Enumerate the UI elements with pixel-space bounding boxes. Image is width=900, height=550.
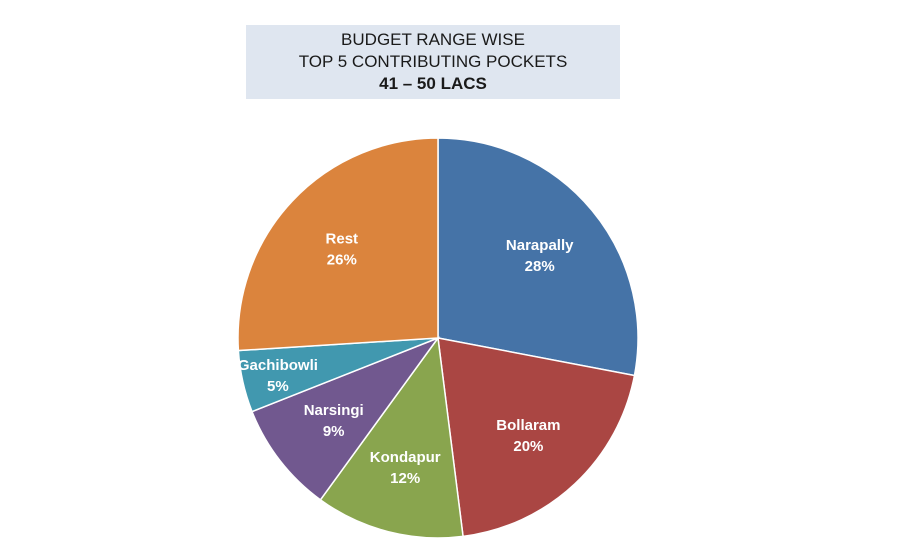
chart-title-line-3: 41 – 50 LACS: [379, 74, 487, 93]
slice-value-rest: 26%: [327, 252, 357, 269]
pie-slice-rest: [237, 137, 439, 352]
slice-label-gachibowli: Gachibowli: [238, 357, 318, 374]
slice-label-kondapur: Kondapur: [370, 449, 441, 466]
slice-label-narapally: Narapally: [506, 237, 574, 254]
chart-title-line-1: BUDGET RANGE WISE: [341, 30, 525, 49]
slice-value-narsingi: 9%: [323, 423, 345, 440]
pie-slice-kondapur: [319, 336, 464, 539]
slice-label-narsingi: Narsingi: [304, 402, 364, 419]
slice-value-kondapur: 12%: [390, 470, 420, 487]
chart-title-box: BUDGET RANGE WISE TOP 5 CONTRIBUTING POC…: [246, 25, 620, 99]
pie-slice-narapally: [437, 137, 639, 377]
slice-label-bollaram: Bollaram: [496, 417, 560, 434]
chart-title-line-2: TOP 5 CONTRIBUTING POCKETS: [298, 52, 568, 71]
slice-value-bollaram: 20%: [513, 438, 543, 455]
pie-slice-narsingi: [251, 336, 441, 501]
pie-slice-bollaram: [437, 337, 636, 538]
slice-value-gachibowli: 5%: [267, 378, 289, 395]
slice-value-narapally: 28%: [525, 258, 555, 275]
slice-label-rest: Rest: [326, 231, 359, 248]
